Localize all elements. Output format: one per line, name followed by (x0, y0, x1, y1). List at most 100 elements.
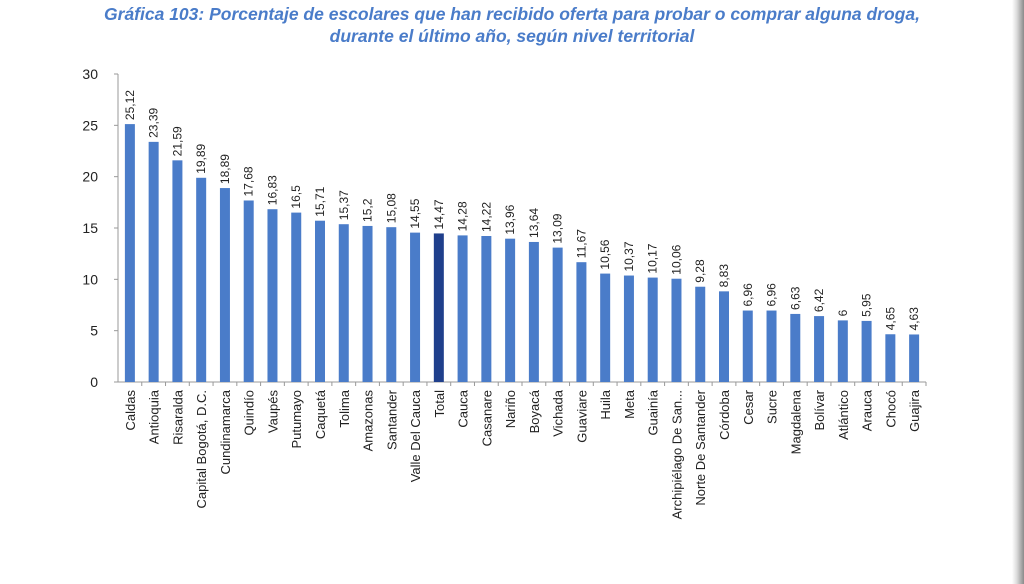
data-label: 14,22 (479, 202, 493, 232)
category-label: Amazonas (361, 390, 376, 452)
data-label: 14,47 (432, 199, 446, 229)
data-label: 15,2 (361, 198, 375, 222)
category-label: Norte De Santander (693, 389, 708, 505)
y-tick-label: 10 (82, 271, 98, 287)
data-label: 23,39 (147, 108, 161, 138)
bar (528, 241, 539, 382)
data-label: 21,59 (170, 126, 184, 156)
chart-title-line-1: Gráfica 103: Porcentaje de escolares que… (104, 4, 920, 24)
bar (719, 291, 729, 382)
category-label: Chocó (883, 390, 898, 428)
bar (243, 200, 254, 382)
category-label: Cauca (456, 389, 471, 427)
category-label: Casanare (479, 390, 494, 446)
category-label: Huila (598, 389, 613, 419)
y-tick-label: 0 (90, 374, 98, 390)
y-tick-label: 15 (82, 220, 98, 236)
category-label: Córdoba (717, 389, 732, 440)
category-label: Quindío (242, 390, 257, 436)
bar (790, 313, 801, 382)
category-label: Antioquia (147, 389, 162, 444)
data-label: 10,06 (669, 244, 683, 274)
bar (647, 277, 658, 382)
data-label: 13,96 (503, 204, 517, 234)
bar (410, 232, 421, 382)
bar (457, 235, 468, 382)
y-tick-label: 5 (90, 323, 98, 339)
bar (338, 224, 349, 382)
window-edge (1012, 0, 1024, 584)
category-label: Bolívar (812, 389, 827, 430)
category-label: Valle Del Cauca (408, 389, 423, 482)
data-label: 9,28 (693, 259, 707, 283)
data-label: 13,64 (527, 208, 541, 238)
category-label: Archipiélago De San... (669, 390, 684, 519)
data-label: 6,96 (741, 283, 755, 307)
data-label: 14,55 (408, 198, 422, 228)
bar (552, 247, 563, 382)
bar (909, 334, 920, 382)
data-label: 6 (836, 309, 850, 316)
data-label: 25,12 (123, 90, 137, 120)
category-label: Risaralda (170, 389, 185, 445)
category-label: Nariño (503, 390, 518, 428)
category-label: Boyacá (527, 389, 542, 433)
bar (814, 316, 825, 382)
category-label: Guajira (907, 389, 922, 432)
category-label: Cundinamarca (218, 389, 233, 474)
data-label: 14,28 (456, 201, 470, 231)
category-label: Putumayo (289, 390, 304, 449)
bar (362, 225, 373, 382)
data-label: 15,71 (313, 186, 327, 216)
y-tick-label: 30 (82, 66, 98, 82)
category-label: Total (432, 390, 447, 418)
category-label: Atlántico (836, 390, 851, 440)
category-label: Vichada (551, 389, 566, 437)
bar (505, 238, 516, 382)
data-label: 6,42 (812, 288, 826, 312)
category-label: Vaupés (265, 390, 280, 434)
data-label: 16,83 (265, 175, 279, 205)
data-label: 8,83 (717, 264, 731, 288)
bar (861, 320, 872, 382)
category-label: Guainía (646, 389, 661, 435)
data-label: 15,37 (337, 190, 351, 220)
data-label: 6,96 (765, 283, 779, 307)
category-label: Meta (622, 389, 637, 419)
data-label: 17,68 (242, 166, 256, 196)
bar (885, 334, 896, 382)
bar (172, 160, 183, 382)
y-tick-label: 25 (82, 117, 98, 133)
bar (576, 262, 587, 382)
category-label: Arauca (860, 389, 875, 431)
data-label: 4,65 (883, 307, 897, 331)
bar (481, 236, 492, 382)
data-label: 5,95 (860, 293, 874, 317)
bar (433, 233, 444, 382)
data-label: 10,56 (598, 239, 612, 269)
category-label: Caquetá (313, 389, 328, 439)
data-label: 11,67 (574, 229, 588, 258)
bar (623, 275, 634, 382)
data-label: 4,63 (907, 307, 921, 331)
y-tick-label: 20 (82, 169, 98, 185)
category-label: Santander (384, 389, 399, 450)
data-label: 19,89 (194, 143, 208, 173)
data-label: 16,5 (289, 185, 303, 209)
bar (766, 310, 777, 382)
data-label: 13,09 (551, 213, 565, 243)
bar (148, 141, 159, 382)
data-label: 10,17 (646, 243, 660, 273)
bar (124, 124, 135, 383)
category-label: Capital Bogotá, D.C. (194, 390, 209, 509)
category-label: Tolima (337, 389, 352, 427)
bar (196, 177, 207, 382)
category-label: Cesar (741, 389, 756, 424)
bar (315, 220, 325, 382)
chart-title: Gráfica 103: Porcentaje de escolares que… (0, 3, 1024, 47)
bar (386, 227, 397, 382)
bar (291, 212, 302, 382)
bar (671, 278, 682, 382)
